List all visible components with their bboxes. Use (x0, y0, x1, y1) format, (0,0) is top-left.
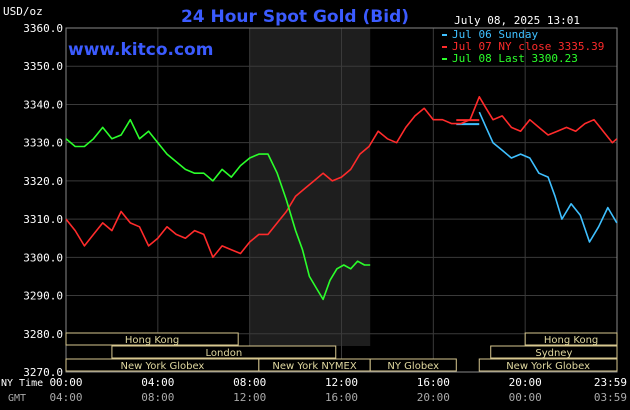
x-tick-label-ny: 23:59 (594, 376, 627, 389)
legend: Jul 06 Sunday Jul 07 NY close 3335.39 Ju… (442, 28, 604, 65)
session-label: London (206, 348, 243, 359)
y-tick-label: 3320.0 (23, 175, 63, 188)
y-tick-label: 3300.0 (23, 251, 63, 264)
legend-item-jul07: Jul 07 NY close 3335.39 (442, 40, 604, 53)
session-bar: New York NYMEX (258, 358, 371, 372)
session-label: New York Globex (506, 361, 590, 372)
plot-border (65, 27, 618, 373)
session-box (65, 332, 239, 346)
gmt-row-label: GMT (8, 393, 26, 404)
x-axis-ticks: 00:00 04:00 04:00 08:00 08:00 12:00 12:00 16:00… (49, 376, 627, 404)
series-line-jul06 (478, 111, 618, 243)
legend-item-jul06: Jul 06 Sunday (442, 28, 538, 41)
series-line-jul07 (65, 96, 618, 259)
legend-swatch-jul08 (442, 58, 447, 60)
x-tick-label-ny: 04:00 (141, 376, 174, 389)
series-line-jul08 (65, 118, 371, 301)
session-label: New York NYMEX (272, 361, 357, 372)
session-box (369, 358, 457, 372)
session-bar: Hong Kong (65, 332, 239, 346)
session-bar: New York Globex (65, 358, 260, 372)
session-label: New York Globex (120, 361, 204, 372)
x-tick-label-gmt: 00:00 (509, 391, 542, 404)
chart-title: 24 Hour Spot Gold (Bid) (181, 7, 409, 27)
kitco-watermark: www.kitco.com (68, 40, 213, 60)
legend-label-jul08: Jul 08 Last 3300.23 (452, 52, 578, 65)
session-bar: London (111, 345, 337, 359)
x-tick-label-gmt: 08:00 (141, 391, 174, 404)
ny-time-row-label: NY Time (1, 378, 43, 389)
session-box (111, 345, 337, 359)
unit-label: USD/oz (3, 5, 43, 18)
y-tick-label: 3350.0 (23, 60, 63, 73)
date-label: July 08, 2025 13:01 (454, 14, 580, 27)
session-bar: New York Globex (478, 358, 618, 372)
session-label: Hong Kong (544, 335, 598, 346)
y-tick-label: 3340.0 (23, 98, 63, 111)
x-tick-label-gmt: 03:59 (594, 391, 627, 404)
legend-label-jul06: Jul 06 Sunday (452, 28, 538, 41)
x-tick-label-ny: 12:00 (325, 376, 358, 389)
session-label: Hong Kong (125, 335, 179, 346)
y-tick-label: 3270.0 (23, 366, 63, 379)
session-label: Sydney (535, 348, 572, 359)
session-box (524, 332, 618, 346)
legend-swatch-jul07 (442, 46, 447, 48)
x-tick-label-gmt: 16:00 (325, 391, 358, 404)
x-tick-label-gmt: 20:00 (417, 391, 450, 404)
price-series (65, 96, 618, 301)
session-bar: Sydney (490, 345, 618, 359)
legend-swatch-jul06 (442, 34, 447, 36)
x-tick-label-ny: 08:00 (233, 376, 266, 389)
session-bar: NY Globex (369, 358, 457, 372)
y-tick-label: 3290.0 (23, 290, 63, 303)
session-bar: Hong Kong (524, 332, 618, 346)
x-tick-label-ny: 00:00 (49, 376, 82, 389)
x-tick-label-gmt: 12:00 (233, 391, 266, 404)
session-box (478, 358, 618, 372)
x-tick-label-gmt: 04:00 (49, 391, 82, 404)
legend-label-jul07: Jul 07 NY close 3335.39 (452, 40, 604, 53)
legend-item-jul08: Jul 08 Last 3300.23 (442, 52, 578, 65)
y-tick-label: 3310.0 (23, 213, 63, 226)
y-tick-label: 3330.0 (23, 137, 63, 150)
y-tick-label: 3360.0 (23, 22, 63, 35)
nymex-session-highlight (249, 28, 371, 346)
session-label: NY Globex (387, 361, 439, 372)
y-axis-ticks: 3270.0 3280.0 3290.0 3300.0 3310.0 3320.0 3330… (23, 22, 63, 379)
session-box (490, 345, 618, 359)
x-tick-label-ny: 20:00 (509, 376, 542, 389)
x-tick-label-ny: 16:00 (417, 376, 450, 389)
y-tick-label: 3280.0 (23, 328, 63, 341)
